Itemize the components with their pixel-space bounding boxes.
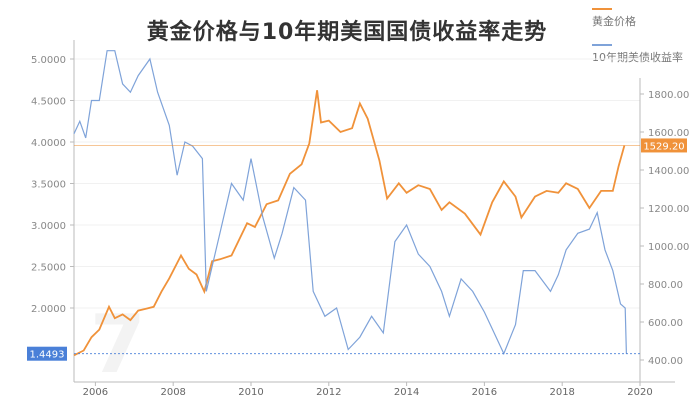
x-tick-label: 2016 <box>472 387 497 398</box>
yield-value-badge <box>27 346 67 361</box>
left-tick-label: 3.0000 <box>31 221 66 232</box>
legend-swatch <box>592 8 612 10</box>
right-tick-label: 600.00 <box>648 318 683 329</box>
right-tick-label: 1400.00 <box>648 166 689 177</box>
gold-value-badge <box>641 138 687 153</box>
left-tick-label: 2.5000 <box>31 263 66 274</box>
right-tick-label: 400.00 <box>648 356 683 367</box>
x-tick-label: 2010 <box>238 387 263 398</box>
left-tick-label: 4.0000 <box>31 138 66 149</box>
right-tick-label: 1000.00 <box>648 242 689 253</box>
x-tick-label: 2008 <box>160 387 185 398</box>
right-tick-label: 800.00 <box>648 280 683 291</box>
legend-item-gold[interactable]: 黄金价格 <box>592 8 636 29</box>
right-tick-label: 1200.00 <box>648 204 689 215</box>
legend-item-yield[interactable]: 10年期美债收益率 <box>592 44 683 65</box>
left-tick-label: 4.5000 <box>31 97 66 108</box>
series-line-gold <box>73 90 626 357</box>
left-tick-label: 3.5000 <box>31 180 66 191</box>
legend-label: 黄金价格 <box>592 15 636 28</box>
left-tick-label: 2.0000 <box>31 304 66 315</box>
legend-label: 10年期美债收益率 <box>592 51 683 64</box>
x-tick-label: 2014 <box>394 387 419 398</box>
right-tick-label: 1800.00 <box>648 90 689 101</box>
x-tick-label: 2012 <box>316 387 341 398</box>
x-tick-label: 2020 <box>627 387 652 398</box>
right-tick-label: 1600.00 <box>648 128 689 139</box>
x-tick-label: 2006 <box>83 387 108 398</box>
legend-swatch <box>592 44 612 46</box>
x-tick-label: 2018 <box>549 387 574 398</box>
gold-value-label: 1529.20 <box>643 141 684 152</box>
chart-title: 黄金价格与10年期美国国债收益率走势 <box>146 20 548 45</box>
yield-value-label: 1.4493 <box>30 350 65 361</box>
left-tick-label: 5.0000 <box>31 55 66 66</box>
series-line-yield <box>73 50 627 356</box>
